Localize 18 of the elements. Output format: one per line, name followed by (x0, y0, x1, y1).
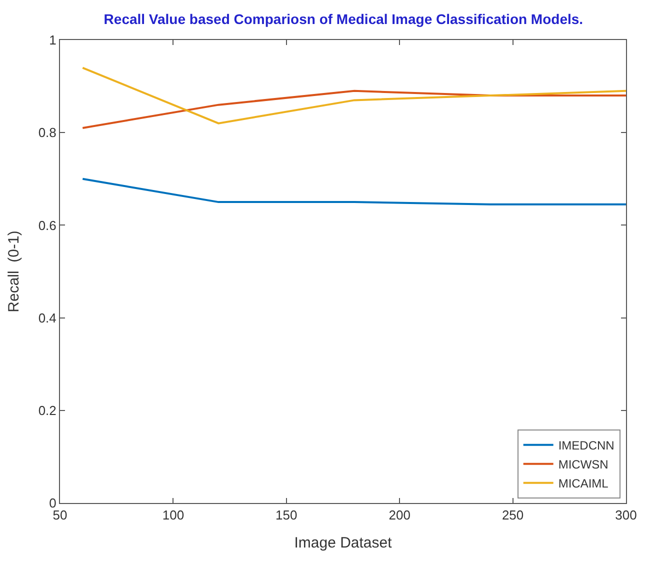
y-tick-label: 1 (49, 32, 56, 48)
y-axis-title: Recall (0-1) (6, 230, 23, 312)
line-series (82, 66, 626, 124)
legend-label: MICAIML (558, 476, 609, 491)
chart-title: Recall Value based Compariosn of Medical Image Classification Models. (104, 10, 584, 27)
x-tick-label: 200 (388, 508, 410, 523)
y-tick-label: 0.6 (38, 218, 56, 233)
x-tick-label: 300 (615, 508, 637, 523)
legend-label: MICWSN (558, 458, 608, 472)
x-tick-label: 100 (162, 508, 184, 523)
line-series (82, 90, 626, 129)
y-tick-label: 0.2 (38, 402, 56, 418)
y-tick-label: 0.4 (38, 310, 56, 326)
x-tick-label: 250 (502, 508, 524, 523)
legend-label: IMEDCNN (558, 438, 614, 453)
x-axis-title: Image Dataset (294, 534, 393, 552)
y-tick-label: 0.8 (38, 125, 56, 140)
x-tick-label: 150 (276, 508, 298, 523)
